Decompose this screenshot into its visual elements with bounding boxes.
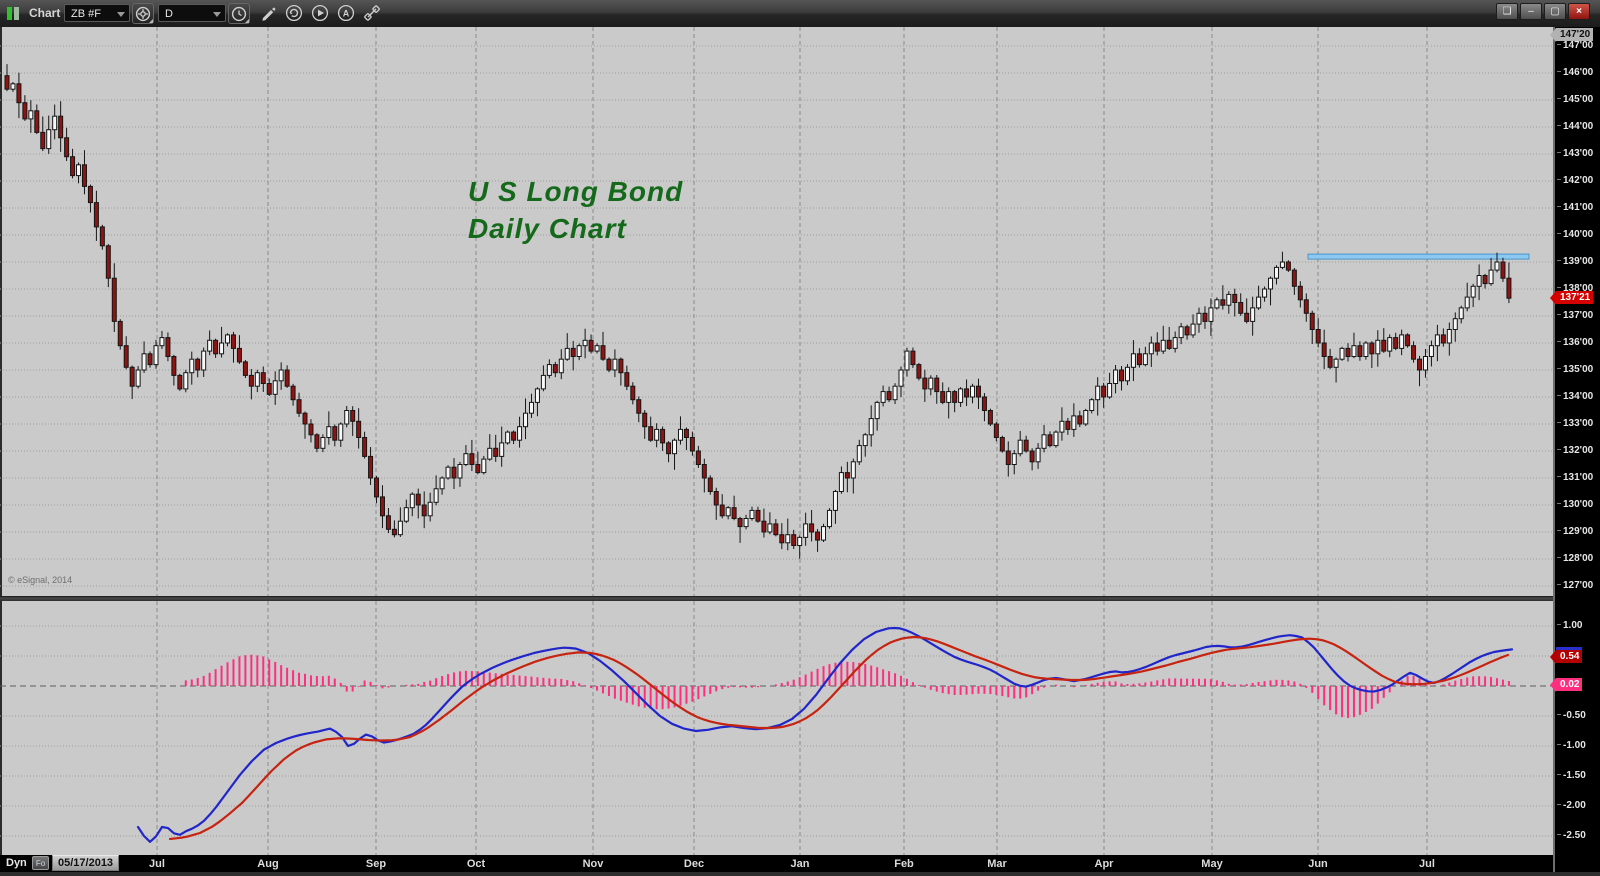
price-tick-label: 129'00	[1557, 526, 1593, 537]
svg-text:A: A	[343, 8, 350, 18]
month-label: Apr	[1094, 858, 1114, 870]
candles	[4, 64, 1512, 559]
annotation-line1: U S Long Bond	[468, 176, 684, 207]
price-tick-label: 141'00	[1557, 202, 1593, 213]
chart-annotation: U S Long Bond Daily Chart	[468, 173, 683, 247]
month-label: Aug	[257, 858, 279, 870]
symbol-settings-button[interactable]	[132, 3, 154, 24]
chevron-down-icon	[213, 12, 221, 17]
month-label: Dec	[683, 858, 705, 870]
chevron-down-icon	[149, 15, 153, 23]
chevron-down-icon	[117, 12, 125, 17]
minimize-window-button[interactable]: –	[1520, 3, 1542, 20]
start-date-box[interactable]: 05/17/2013	[52, 855, 120, 871]
play-icon	[311, 4, 329, 22]
price-tick-label: 133'00	[1557, 418, 1593, 429]
macd-line	[136, 626, 1514, 843]
price-tick-label: 140'00	[1557, 229, 1593, 240]
macd-plot	[0, 601, 1553, 855]
panel-separator[interactable]	[0, 596, 1600, 601]
copyright-label: © eSignal, 2014	[8, 575, 73, 585]
window-bottom-edge	[0, 872, 1600, 876]
month-label: Oct	[466, 858, 486, 870]
month-label: Mar	[987, 858, 1007, 870]
price-gridlines	[0, 27, 1553, 596]
interval-value: D	[165, 8, 173, 20]
month-label: Feb	[894, 858, 914, 870]
auto-button[interactable]: A	[336, 3, 358, 24]
indicator-tick-label: -0.50	[1557, 710, 1586, 721]
price-tick-label: 128'00	[1557, 553, 1593, 564]
pencil-icon	[262, 7, 276, 21]
month-label: Jan	[790, 858, 810, 870]
month-label: Nov	[582, 858, 604, 870]
price-tick-label: 147'00	[1557, 40, 1593, 51]
price-tick-label: 142'00	[1557, 175, 1593, 186]
gear-icon	[135, 6, 151, 22]
price-tick-label: 143'00	[1557, 148, 1593, 159]
signal-line	[168, 635, 1510, 841]
price-tick-label: 127'00	[1557, 580, 1593, 591]
price-chart-panel[interactable]	[0, 27, 1553, 596]
interval-dropdown[interactable]: D	[158, 4, 226, 22]
indicator-value-tag: 0.54	[1550, 646, 1583, 664]
chart-app-icon	[7, 6, 23, 21]
clock-icon	[231, 6, 247, 22]
month-label: Jul	[1419, 858, 1435, 870]
restore-window-button[interactable]: ❏	[1496, 3, 1518, 20]
window-title: Chart	[29, 6, 61, 20]
date-navigator-icon[interactable]: Fo	[32, 856, 49, 870]
indicator-tick-label: -1.00	[1557, 740, 1586, 751]
month-label: Jul	[149, 858, 165, 870]
letter-a-icon: A	[337, 4, 355, 22]
maximize-window-button[interactable]: ▢	[1544, 3, 1566, 20]
reload-button[interactable]	[284, 3, 306, 24]
indicator-value-tag: 0.02	[1550, 677, 1583, 692]
symbol-value: ZB #F	[71, 8, 101, 20]
price-tick-label: 134'00	[1557, 391, 1593, 402]
indicator-tick-label: 1.00	[1557, 620, 1582, 631]
close-window-button[interactable]: ×	[1568, 3, 1590, 20]
link-icon	[364, 5, 380, 21]
candlestick-chart[interactable]	[0, 27, 1553, 855]
price-tick-label: 144'00	[1557, 121, 1593, 132]
time-axis[interactable]	[0, 855, 1553, 872]
price-tick-label: 136'00	[1557, 337, 1593, 348]
price-tick-label: 138'00	[1557, 283, 1593, 294]
draw-tool-button[interactable]	[258, 3, 280, 24]
refresh-icon	[285, 4, 303, 22]
price-tick-label: 131'00	[1557, 472, 1593, 483]
month-label: May	[1201, 858, 1223, 870]
resistance-trendline[interactable]	[1307, 253, 1530, 260]
price-tick-label: 145'00	[1557, 94, 1593, 105]
indicator-tick-label: -1.50	[1557, 770, 1586, 781]
symbol-dropdown[interactable]: ZB #F	[64, 4, 130, 22]
month-label: Sep	[365, 858, 387, 870]
price-tick-label: 146'00	[1557, 67, 1593, 78]
interval-time-button[interactable]	[228, 3, 250, 24]
price-tick-label: 135'00	[1557, 364, 1593, 375]
indicator-tick-label: -2.00	[1557, 800, 1586, 811]
price-tick-label: 139'00	[1557, 256, 1593, 267]
indicator-tick-label: -2.50	[1557, 830, 1586, 841]
price-tick-label: 130'00	[1557, 499, 1593, 510]
play-button[interactable]	[310, 3, 332, 24]
link-tool-button[interactable]	[362, 3, 384, 24]
price-tick-label: 132'00	[1557, 445, 1593, 456]
session-high-tag: 147'20	[1550, 28, 1594, 42]
annotation-line2: Daily Chart	[468, 213, 627, 244]
last-price-tag: 137'21	[1550, 291, 1594, 306]
chevron-down-icon	[245, 15, 249, 23]
month-label: Jun	[1308, 858, 1328, 870]
title-bar[interactable]: Chart ZB #F D	[0, 0, 1600, 28]
price-tick-label: 137'00	[1557, 310, 1593, 321]
dynamic-mode-label: Dyn	[6, 857, 27, 869]
